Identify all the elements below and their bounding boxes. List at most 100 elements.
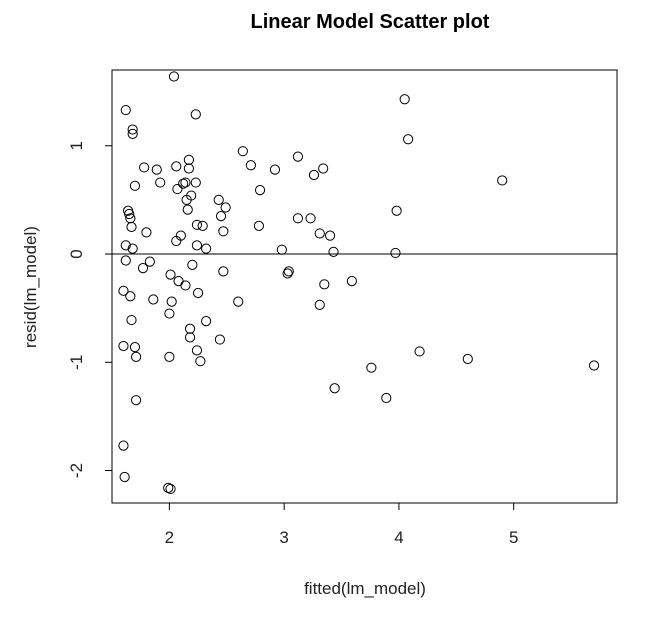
data-point <box>168 71 180 82</box>
x-tick-label: 3 <box>279 528 288 547</box>
data-point <box>166 296 177 307</box>
data-point <box>497 175 508 186</box>
data-point <box>233 296 244 307</box>
data-point <box>319 279 330 290</box>
data-point <box>245 160 256 171</box>
data-point <box>381 392 392 404</box>
data-point <box>131 351 142 362</box>
data-point <box>213 194 224 205</box>
data-point <box>292 213 304 224</box>
data-point <box>305 213 316 224</box>
data-point <box>118 285 129 296</box>
data-point <box>324 230 336 241</box>
data-point <box>403 134 414 145</box>
data-point <box>125 291 136 302</box>
data-point <box>127 128 138 139</box>
data-point <box>190 177 201 188</box>
data-point <box>120 255 131 266</box>
data-point <box>180 280 191 291</box>
data-point <box>282 268 293 279</box>
data-point <box>329 383 340 394</box>
data-point <box>399 94 410 105</box>
data-point <box>414 346 425 357</box>
data-point <box>346 275 357 287</box>
data-point <box>165 269 176 280</box>
data-point <box>178 178 189 189</box>
data-point <box>119 471 130 483</box>
data-point <box>253 220 265 231</box>
data-point <box>197 220 208 231</box>
data-point <box>151 164 162 175</box>
data-point <box>201 316 212 327</box>
data-point <box>131 395 142 406</box>
data-point <box>195 356 206 367</box>
data-point <box>218 266 229 277</box>
data-point <box>191 219 203 230</box>
data-point <box>139 162 150 173</box>
y-tick-label: 1 <box>67 141 86 150</box>
data-point <box>163 482 174 493</box>
x-axis-label: fitted(lm_model) <box>304 579 426 598</box>
data-point <box>137 262 149 274</box>
data-point <box>588 360 600 371</box>
data-point <box>129 180 141 191</box>
y-axis-label: resid(lm_model) <box>21 226 40 348</box>
data-point <box>314 228 325 239</box>
data-point <box>164 308 175 319</box>
data-point <box>328 246 339 257</box>
data-point <box>276 244 287 255</box>
y-tick-label: -2 <box>67 463 86 478</box>
data-point <box>171 161 182 172</box>
data-point <box>173 275 184 287</box>
data-point <box>175 230 186 241</box>
plot-area: 2 3 4 5 -2 -1 0 1 <box>67 69 618 547</box>
chart-title: Linear Model Scatter plot <box>251 11 490 33</box>
plot-frame <box>111 69 618 504</box>
data-point <box>120 104 131 116</box>
data-point <box>186 190 197 201</box>
data-point <box>190 109 201 120</box>
data-point <box>126 221 137 233</box>
data-point <box>192 287 204 299</box>
data-point <box>182 204 193 215</box>
data-point <box>155 177 166 188</box>
data-point <box>129 342 141 353</box>
data-point <box>308 169 320 181</box>
data-point <box>269 164 281 175</box>
data-point <box>118 440 129 451</box>
data-point <box>164 351 175 362</box>
data-point <box>391 205 402 216</box>
data-point <box>184 323 196 334</box>
data-point <box>191 345 203 356</box>
data-point <box>183 163 194 174</box>
data-point <box>220 202 231 213</box>
data-point <box>184 332 196 343</box>
data-point <box>201 243 212 254</box>
data-point <box>292 151 304 162</box>
data-point <box>144 256 155 267</box>
data-point <box>124 208 135 220</box>
data-point <box>215 211 227 222</box>
x-tick-label: 2 <box>165 528 174 547</box>
data-point <box>214 334 225 345</box>
x-tick-label: 4 <box>394 528 403 547</box>
data-point <box>187 259 198 270</box>
data-point <box>191 240 203 251</box>
data-point <box>126 314 137 326</box>
data-point <box>172 183 183 195</box>
y-tick-label: -1 <box>67 355 86 370</box>
data-point <box>183 154 194 165</box>
data-point <box>118 340 129 352</box>
data-point <box>254 185 266 196</box>
data-point <box>127 124 138 135</box>
data-point <box>462 353 473 365</box>
data-point <box>180 177 191 188</box>
data-point <box>366 362 377 373</box>
x-tick-label: 5 <box>509 528 518 547</box>
data-point <box>218 226 229 237</box>
data-point <box>237 146 248 157</box>
data-point <box>165 483 176 495</box>
data-point <box>314 299 325 311</box>
data-point <box>148 294 159 305</box>
